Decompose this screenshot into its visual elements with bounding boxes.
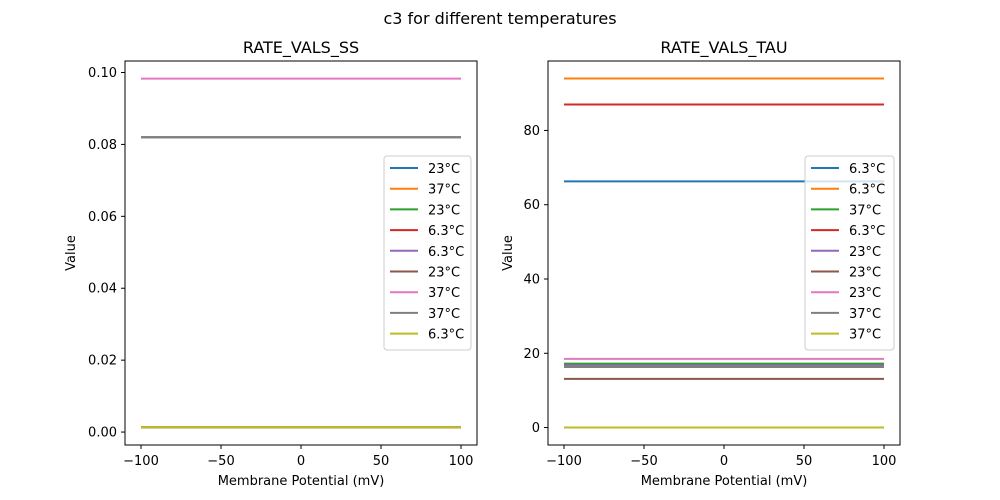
legend-label: 23°C <box>428 162 460 177</box>
y-tick-label: 40 <box>523 272 540 287</box>
legend-item: 37°C <box>390 183 460 198</box>
legend-label: 37°C <box>849 328 881 343</box>
legend-label: 6.3°C <box>428 245 464 260</box>
subplot-title: RATE_VALS_SS <box>243 38 359 58</box>
x-tick-label: 50 <box>373 454 390 469</box>
legend-item: 23°C <box>811 286 881 301</box>
legend-label: 23°C <box>428 203 460 218</box>
x-tick-label: 0 <box>720 454 728 469</box>
legend-item: 6.3°C <box>390 328 464 343</box>
legend-item: 6.3°C <box>811 224 885 239</box>
y-tick-label: 80 <box>523 124 540 139</box>
legend-label: 6.3°C <box>849 224 885 239</box>
legend: 23°C 37°C 23°C 6.3°C 6.3°C 23°C 37°C 37°C 6.3°C <box>383 155 472 351</box>
x-axis-label: Membrane Potential (mV) <box>218 474 385 489</box>
x-tick-label: 100 <box>449 454 474 469</box>
legend-item: 37°C <box>811 203 881 218</box>
legend-label: 23°C <box>849 245 881 260</box>
y-tick-label: 0.06 <box>88 210 117 225</box>
legend-label: 37°C <box>428 183 460 198</box>
legend-item: 37°C <box>390 286 460 301</box>
legend-label: 23°C <box>849 286 881 301</box>
y-tick-label: 0.02 <box>88 354 117 369</box>
legend-label: 6.3°C <box>849 183 885 198</box>
x-tick-label: −50 <box>630 454 657 469</box>
y-tick-label: 60 <box>523 198 540 213</box>
legend-label: 23°C <box>428 266 460 281</box>
legend-label: 6.3°C <box>428 328 464 343</box>
subplot-rate-vals-tau: RATE_VALS_TAU −100 −50 0 50 100 0 20 40 60 80 Membr… <box>501 38 901 489</box>
subplot-rate-vals-ss: RATE_VALS_SS −100 −50 0 50 100 0.00 0.02 0.04 0.0… <box>64 38 478 489</box>
legend-item: 6.3°C <box>811 162 885 177</box>
x-tick-label: 0 <box>297 454 305 469</box>
y-tick-label: 0.10 <box>88 66 117 81</box>
x-tick-label: 100 <box>872 454 897 469</box>
legend-label: 37°C <box>849 307 881 322</box>
legend-box <box>383 155 472 351</box>
legend-label: 37°C <box>849 203 881 218</box>
y-tick-label: 0.08 <box>88 138 117 153</box>
legend-item: 37°C <box>811 328 881 343</box>
legend-item: 23°C <box>811 245 881 260</box>
x-tick-label: −100 <box>546 454 582 469</box>
legend-item: 23°C <box>390 266 460 281</box>
y-tick-label: 20 <box>523 347 540 362</box>
legend-item: 6.3°C <box>390 245 464 260</box>
y-tick-label: 0.00 <box>88 426 117 441</box>
legend-item: 23°C <box>811 266 881 281</box>
y-axis-label: Value <box>64 235 79 271</box>
subplot-title: RATE_VALS_TAU <box>660 38 787 58</box>
legend-label: 23°C <box>849 266 881 281</box>
legend-label: 6.3°C <box>428 224 464 239</box>
legend-label: 6.3°C <box>849 162 885 177</box>
y-axis-label: Value <box>501 235 516 271</box>
legend-item: 37°C <box>811 307 881 322</box>
legend-label: 37°C <box>428 286 460 301</box>
legend-box <box>804 155 895 351</box>
legend-item: 6.3°C <box>811 183 885 198</box>
legend: 6.3°C 6.3°C 37°C 6.3°C 23°C 23°C 23°C 37°C 37°C <box>804 155 895 351</box>
x-tick-label: 50 <box>796 454 813 469</box>
legend-item: 37°C <box>390 307 460 322</box>
legend-item: 23°C <box>390 203 460 218</box>
legend-label: 37°C <box>428 307 460 322</box>
x-tick-label: −100 <box>123 454 159 469</box>
x-tick-label: −50 <box>207 454 234 469</box>
figure-suptitle: c3 for different temperatures <box>383 9 616 28</box>
legend-item: 23°C <box>390 162 460 177</box>
legend-item: 6.3°C <box>390 224 464 239</box>
y-tick-label: 0.04 <box>88 282 117 297</box>
x-axis-label: Membrane Potential (mV) <box>641 474 808 489</box>
y-tick-label: 0 <box>532 421 540 436</box>
